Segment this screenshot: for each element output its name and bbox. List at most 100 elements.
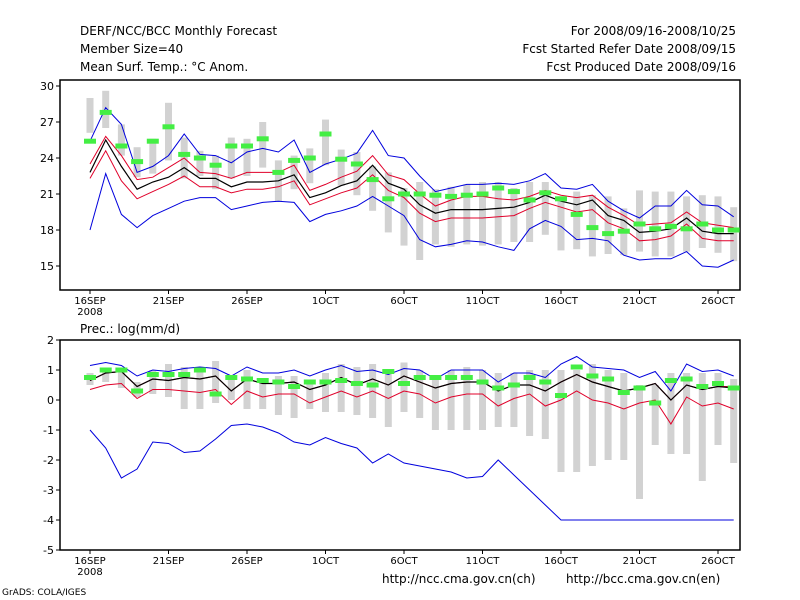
y-tick-label: 30	[40, 80, 54, 93]
observed-marker	[586, 225, 599, 231]
x-tick-label: 11OCT	[466, 556, 501, 567]
observed-marker	[303, 379, 316, 385]
member-size-label: Member Size=40	[80, 42, 184, 56]
ensemble-range-box	[447, 186, 455, 247]
ensemble-range-box	[588, 364, 596, 466]
observed-marker	[664, 223, 677, 229]
ensemble-range-box	[196, 150, 204, 176]
observed-marker	[664, 378, 677, 383]
y-tick-label: -1	[43, 424, 54, 437]
observed-marker	[492, 185, 505, 191]
ensemble-range-box	[306, 382, 314, 409]
ensemble-range-box	[573, 191, 581, 250]
ensemble-range-box	[479, 182, 486, 246]
chart-title: DERF/NCC/BCC Monthly Forecast	[80, 24, 278, 38]
precipitation-panel: -5 -4 -3 -2 -1 0 1 2 16SEP 21SEP 26SEP 1OCT 6OCT 11OC…	[43, 334, 741, 578]
observed-marker	[413, 191, 426, 197]
observed-marker	[178, 151, 191, 157]
ensemble-range-box	[180, 367, 188, 409]
observed-marker	[335, 378, 348, 383]
ensemble-range-box	[541, 182, 549, 235]
ensemble-range-box	[447, 370, 455, 430]
start-date-label: Fcst Started Refer Date 2008/09/15	[522, 42, 736, 56]
observed-marker	[225, 375, 238, 380]
grads-credit: GrADS: COLA/IGES	[2, 588, 87, 598]
observed-marker	[555, 196, 567, 202]
ensemble-range-box	[431, 189, 439, 245]
y-tick-label: 2	[47, 334, 54, 347]
ensemble-range-box	[400, 188, 408, 246]
ensemble-range-box	[290, 376, 298, 418]
x-tick-label: 26OCT	[701, 556, 736, 567]
observed-marker	[617, 390, 630, 395]
observed-marker	[445, 375, 458, 380]
ensemble-range-box	[227, 137, 235, 179]
observed-marker	[272, 169, 285, 175]
observed-marker	[131, 388, 144, 394]
observed-marker	[507, 189, 520, 195]
observed-marker	[288, 157, 301, 163]
observed-marker	[570, 211, 583, 217]
ensemble-range-box	[683, 373, 691, 454]
observed-marker	[99, 367, 112, 373]
observed-marker	[460, 192, 473, 198]
observed-marker	[680, 226, 693, 232]
observed-marker	[382, 369, 395, 374]
ensemble-range-box	[353, 367, 361, 415]
ensemble-range-box	[494, 182, 502, 245]
variable-label: Mean Surf. Temp.: °C Anom.	[80, 60, 249, 74]
x-tick-label: 6OCT	[390, 296, 418, 307]
observed-marker	[209, 391, 222, 397]
ncc-url-link[interactable]: http://ncc.cma.gov.cn(ch)	[382, 572, 536, 586]
observed-marker	[492, 385, 505, 391]
ensemble-range-box	[102, 370, 110, 382]
ensemble-range-box	[526, 182, 534, 242]
x-year-label: 2008	[77, 567, 102, 578]
ensemble-range-box	[604, 196, 612, 254]
observed-marker	[712, 381, 724, 386]
ensemble-range-box	[526, 370, 534, 436]
ensemble-range-box	[102, 90, 110, 128]
ensemble-range-box	[337, 364, 345, 412]
observed-marker	[476, 191, 489, 197]
ensemble-range-box	[557, 196, 565, 251]
ensemble-range-box	[651, 385, 659, 445]
observed-marker	[633, 385, 646, 391]
ensemble-range-box	[620, 373, 628, 460]
ensemble-range-box	[322, 373, 329, 412]
ensemble-range-box	[400, 362, 408, 412]
ensemble-range-box	[384, 172, 392, 233]
series-member-high-line	[89, 135, 734, 229]
x-tick-label: 16SEP	[74, 296, 105, 307]
x-tick-label: 6OCT	[390, 556, 418, 567]
observed-marker	[256, 136, 269, 142]
observed-marker	[523, 375, 536, 380]
y-tick-label: -3	[43, 484, 54, 497]
observed-marker	[712, 227, 724, 233]
ensemble-range-box	[212, 155, 220, 190]
observed-marker	[649, 226, 662, 232]
ensemble-range-box	[510, 373, 518, 427]
ensemble-range-box	[337, 149, 345, 186]
x-tick-label: 11OCT	[466, 296, 501, 307]
observed-marker	[633, 221, 646, 227]
x-tick-label: 16SEP	[74, 556, 105, 567]
observed-marker	[429, 192, 442, 198]
plot-frame	[59, 339, 741, 551]
bcc-url-link[interactable]: http://bcc.cma.gov.cn(en)	[566, 572, 721, 586]
ensemble-range-box	[714, 196, 722, 253]
observed-marker	[162, 124, 175, 130]
y-tick-label: 15	[40, 260, 54, 273]
observed-marker	[570, 364, 583, 370]
ensemble-range-box	[243, 138, 251, 176]
observed-marker	[350, 161, 363, 167]
observed-marker	[445, 193, 458, 199]
observed-marker	[727, 227, 740, 233]
observed-marker	[382, 196, 395, 202]
series-ensemble-mean-line	[89, 138, 734, 235]
observed-marker	[586, 373, 599, 379]
observed-marker	[429, 375, 442, 380]
ensemble-range-box	[369, 166, 377, 211]
ensemble-range-box	[494, 373, 502, 427]
